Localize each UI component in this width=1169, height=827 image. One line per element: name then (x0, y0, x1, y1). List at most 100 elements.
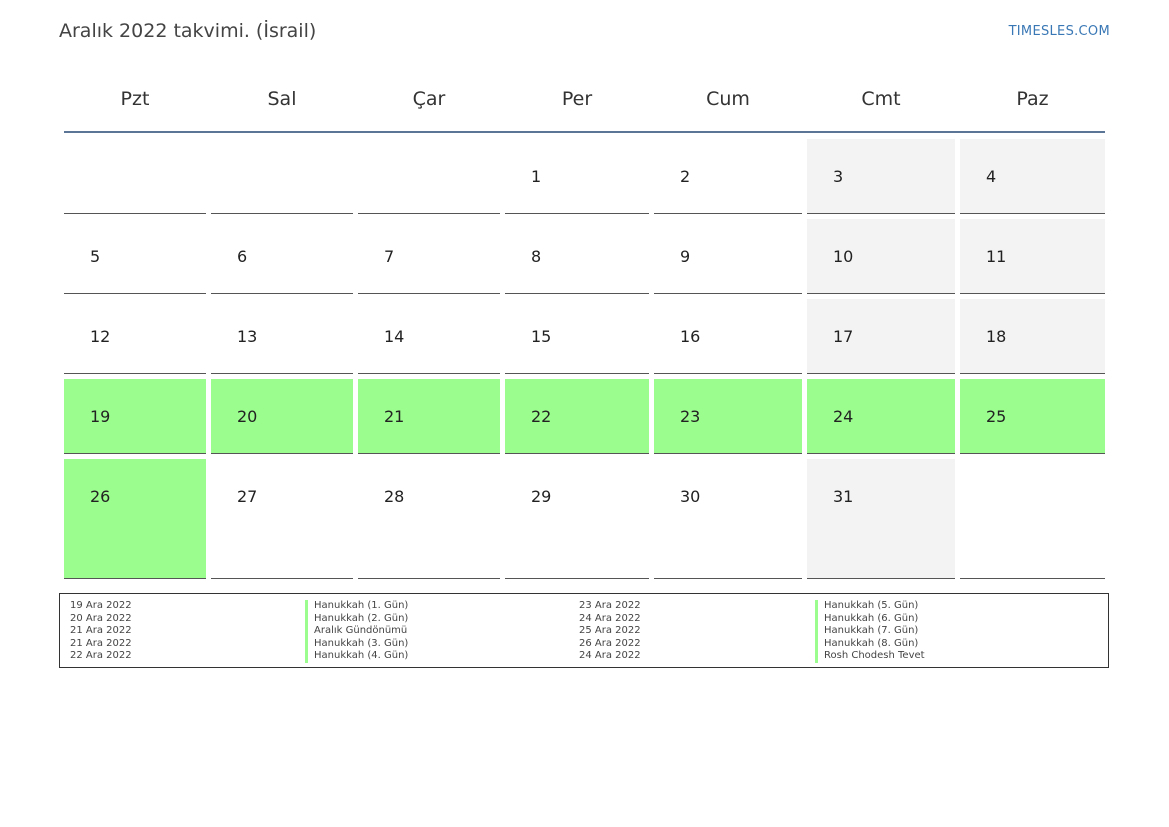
legend-holiday-name: Aralık Gündönümü (305, 625, 408, 638)
day-number: 17 (833, 327, 854, 346)
legend-date: 24 Ara 2022 (579, 650, 641, 661)
day-number: 10 (833, 247, 854, 266)
legend-dates-left: 19 Ara 2022 20 Ara 2022 21 Ara 2022 21 A… (70, 600, 132, 663)
day-cell[interactable]: 14 (358, 299, 500, 374)
day-cell[interactable]: 9 (654, 219, 802, 294)
day-number: 1 (531, 167, 542, 186)
day-number: 6 (237, 247, 248, 266)
day-cell-holiday[interactable]: 24 (807, 379, 955, 454)
day-number: 18 (986, 327, 1007, 346)
day-cell-weekend[interactable]: 17 (807, 299, 955, 374)
weekday-label: Paz (1016, 88, 1049, 110)
day-number: 3 (833, 167, 844, 186)
legend-date: 19 Ara 2022 (70, 600, 132, 611)
day-number: 26 (90, 487, 111, 506)
day-cell[interactable]: 29 (505, 459, 649, 579)
day-cell (358, 139, 500, 214)
day-cell[interactable]: 27 (211, 459, 353, 579)
legend-holiday-name: Hanukkah (4. Gün) (305, 650, 408, 663)
day-cell[interactable]: 13 (211, 299, 353, 374)
legend-holiday-name: Hanukkah (2. Gün) (305, 612, 408, 625)
legend-date: 21 Ara 2022 (70, 625, 132, 636)
day-number: 5 (90, 247, 101, 266)
day-number: 4 (986, 167, 997, 186)
day-number: 28 (384, 487, 405, 506)
legend-date: 26 Ara 2022 (579, 637, 641, 649)
day-number: 7 (384, 247, 395, 266)
day-cell-holiday[interactable]: 25 (960, 379, 1105, 454)
day-cell-weekend[interactable]: 10 (807, 219, 955, 294)
day-number: 25 (986, 407, 1007, 426)
day-cell-weekend[interactable]: 18 (960, 299, 1105, 374)
day-cell-empty (960, 459, 1105, 579)
day-number: 29 (531, 487, 552, 506)
legend-holiday-name: Hanukkah (6. Gün) (815, 612, 925, 625)
day-number: 16 (680, 327, 701, 346)
day-number: 14 (384, 327, 405, 346)
day-cell[interactable]: 16 (654, 299, 802, 374)
day-cell-weekend[interactable]: 4 (960, 139, 1105, 214)
day-cell-holiday[interactable]: 19 (64, 379, 206, 454)
calendar-grid: 1 2 3 4 5 6 7 8 9 10 11 12 13 14 15 16 1… (64, 139, 1105, 579)
day-cell[interactable]: 28 (358, 459, 500, 579)
day-number: 15 (531, 327, 552, 346)
legend-date: 22 Ara 2022 (70, 650, 132, 661)
legend-names-left: Hanukkah (1. Gün) Hanukkah (2. Gün) Aral… (305, 600, 408, 663)
legend-holiday-name: Hanukkah (5. Gün) (815, 600, 925, 613)
day-number: 23 (680, 407, 701, 426)
day-cell-holiday[interactable]: 23 (654, 379, 802, 454)
day-cell-weekend[interactable]: 31 (807, 459, 955, 579)
weekday-header: Pzt Sal Çar Per Cum Cmt Paz (64, 84, 1105, 114)
day-number: 24 (833, 407, 854, 426)
brand-link[interactable]: TIMESLES.COM (1008, 24, 1110, 39)
legend-date: 25 Ara 2022 (579, 625, 641, 636)
legend-holiday-name: Hanukkah (1. Gün) (305, 600, 408, 613)
day-cell-weekend[interactable]: 11 (960, 219, 1105, 294)
day-cell[interactable]: 7 (358, 219, 500, 294)
day-cell[interactable]: 12 (64, 299, 206, 374)
legend-date: 21 Ara 2022 (70, 637, 132, 649)
day-cell[interactable]: 1 (505, 139, 649, 214)
day-cell-holiday[interactable]: 22 (505, 379, 649, 454)
page-title: Aralık 2022 takvimi. (İsrail) (59, 20, 317, 42)
weekday-label: Cum (706, 88, 750, 110)
day-number: 13 (237, 327, 258, 346)
weekday-label: Çar (412, 88, 446, 110)
day-cell (64, 139, 206, 214)
day-number: 20 (237, 407, 258, 426)
weekday-label: Sal (267, 88, 297, 110)
day-cell[interactable]: 30 (654, 459, 802, 579)
day-number: 30 (680, 487, 701, 506)
legend-names-right: Hanukkah (5. Gün) Hanukkah (6. Gün) Hanu… (815, 600, 925, 663)
legend-dates-right: 23 Ara 2022 24 Ara 2022 25 Ara 2022 26 A… (579, 600, 641, 663)
legend-holiday-name: Hanukkah (3. Gün) (305, 637, 408, 650)
day-number: 19 (90, 407, 111, 426)
day-cell[interactable]: 2 (654, 139, 802, 214)
day-number: 8 (531, 247, 542, 266)
day-number: 11 (986, 247, 1007, 266)
day-cell[interactable]: 15 (505, 299, 649, 374)
day-number: 27 (237, 487, 258, 506)
weekday-label: Pzt (120, 88, 150, 110)
day-cell-holiday[interactable]: 20 (211, 379, 353, 454)
day-number: 31 (833, 487, 854, 506)
day-number: 12 (90, 327, 111, 346)
day-cell-holiday[interactable]: 21 (358, 379, 500, 454)
header-divider (64, 131, 1105, 133)
day-number: 21 (384, 407, 405, 426)
holiday-legend: 19 Ara 2022 20 Ara 2022 21 Ara 2022 21 A… (59, 593, 1109, 668)
day-cell[interactable]: 6 (211, 219, 353, 294)
legend-holiday-name: Rosh Chodesh Tevet (815, 650, 925, 663)
day-cell-weekend[interactable]: 3 (807, 139, 955, 214)
legend-date: 20 Ara 2022 (70, 612, 132, 624)
weekday-label: Cmt (861, 88, 901, 110)
day-cell[interactable]: 5 (64, 219, 206, 294)
legend-holiday-name: Hanukkah (8. Gün) (815, 637, 925, 650)
legend-holiday-name: Hanukkah (7. Gün) (815, 625, 925, 638)
day-number: 22 (531, 407, 552, 426)
day-cell-holiday[interactable]: 26 (64, 459, 206, 579)
day-cell[interactable]: 8 (505, 219, 649, 294)
day-cell (211, 139, 353, 214)
legend-date: 23 Ara 2022 (579, 600, 641, 611)
weekday-label: Per (561, 88, 593, 110)
